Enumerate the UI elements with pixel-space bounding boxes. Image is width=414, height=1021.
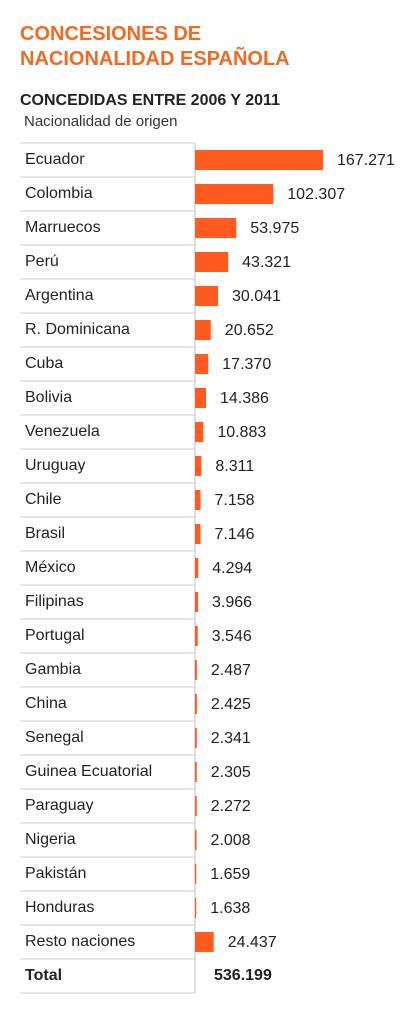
value-label: 14.386 (220, 390, 269, 407)
category-label: Chile (25, 491, 62, 508)
bar (195, 422, 204, 442)
category-label: Venezuela (25, 423, 100, 440)
value-label: 24.437 (228, 934, 277, 951)
value-label: 3.966 (212, 594, 252, 611)
category-label: Pakistán (25, 865, 86, 882)
bar (195, 388, 207, 408)
category-label: México (25, 559, 76, 576)
category-label: Bolivia (25, 389, 72, 406)
value-label: 167.271 (337, 152, 395, 169)
value-label: 10.883 (217, 424, 266, 441)
category-label: Argentina (25, 287, 94, 304)
value-label: 53.975 (250, 220, 299, 237)
bar (195, 898, 197, 918)
category-label: Colombia (25, 185, 93, 202)
total-label: Total (25, 967, 62, 984)
category-label: Ecuador (25, 151, 85, 168)
category-label: Senegal (25, 729, 84, 746)
category-label: Portugal (25, 627, 85, 644)
category-header: Nacionalidad de origen (24, 113, 178, 130)
category-label: Filipinas (25, 593, 84, 610)
value-label: 20.652 (225, 322, 274, 339)
bar (195, 184, 274, 204)
category-label: Cuba (25, 355, 63, 372)
value-label: 7.158 (214, 492, 254, 509)
value-label: 4.294 (212, 560, 252, 577)
category-label: R. Dominicana (25, 321, 130, 338)
bar (195, 252, 229, 272)
bar (195, 218, 237, 238)
value-label: 2.305 (211, 764, 251, 781)
bar (195, 286, 218, 306)
category-label: Honduras (25, 899, 94, 916)
value-label: 7.146 (214, 526, 254, 543)
value-label: 2.008 (211, 832, 251, 849)
bar (195, 830, 197, 850)
value-label: 30.041 (232, 288, 281, 305)
value-label: 2.272 (211, 798, 251, 815)
bar (195, 592, 199, 612)
bar (195, 320, 211, 340)
value-label: 1.638 (210, 900, 250, 917)
category-label: China (25, 695, 67, 712)
bar (195, 932, 214, 952)
bar (195, 728, 197, 748)
value-label: 2.487 (211, 662, 251, 679)
bar (195, 354, 209, 374)
value-label: 2.425 (211, 696, 251, 713)
category-label: Perú (25, 253, 59, 270)
bar (195, 762, 197, 782)
value-label: 17.370 (222, 356, 271, 373)
bar (195, 490, 201, 510)
category-label: Uruguay (25, 457, 85, 474)
bar (195, 456, 202, 476)
category-label: Paraguay (25, 797, 94, 814)
bar (195, 694, 197, 714)
value-label: 2.341 (211, 730, 251, 747)
bar (195, 796, 197, 816)
total-value: 536.199 (214, 967, 272, 984)
value-label: 102.307 (287, 186, 345, 203)
chart-subtitle: CONCEDIDAS ENTRE 2006 Y 2011 (20, 92, 280, 109)
bar (195, 660, 197, 680)
chart-title: CONCESIONES DE NACIONALIDAD ESPAÑOLA (20, 23, 290, 70)
category-label: Nigeria (25, 831, 76, 848)
value-label: 3.546 (212, 628, 252, 645)
category-label: Marruecos (25, 219, 101, 236)
value-label: 8.311 (215, 458, 254, 475)
category-label: Brasil (25, 525, 65, 542)
bar (195, 864, 197, 884)
category-label: Guinea Ecuatorial (25, 763, 152, 780)
category-label: Gambia (25, 661, 81, 678)
value-label: 1.659 (210, 866, 250, 883)
bar (195, 558, 199, 578)
value-label: 43.321 (242, 254, 291, 271)
bar (195, 150, 323, 170)
category-label: Resto naciones (25, 933, 135, 950)
bar (195, 626, 198, 646)
bar (195, 524, 201, 544)
